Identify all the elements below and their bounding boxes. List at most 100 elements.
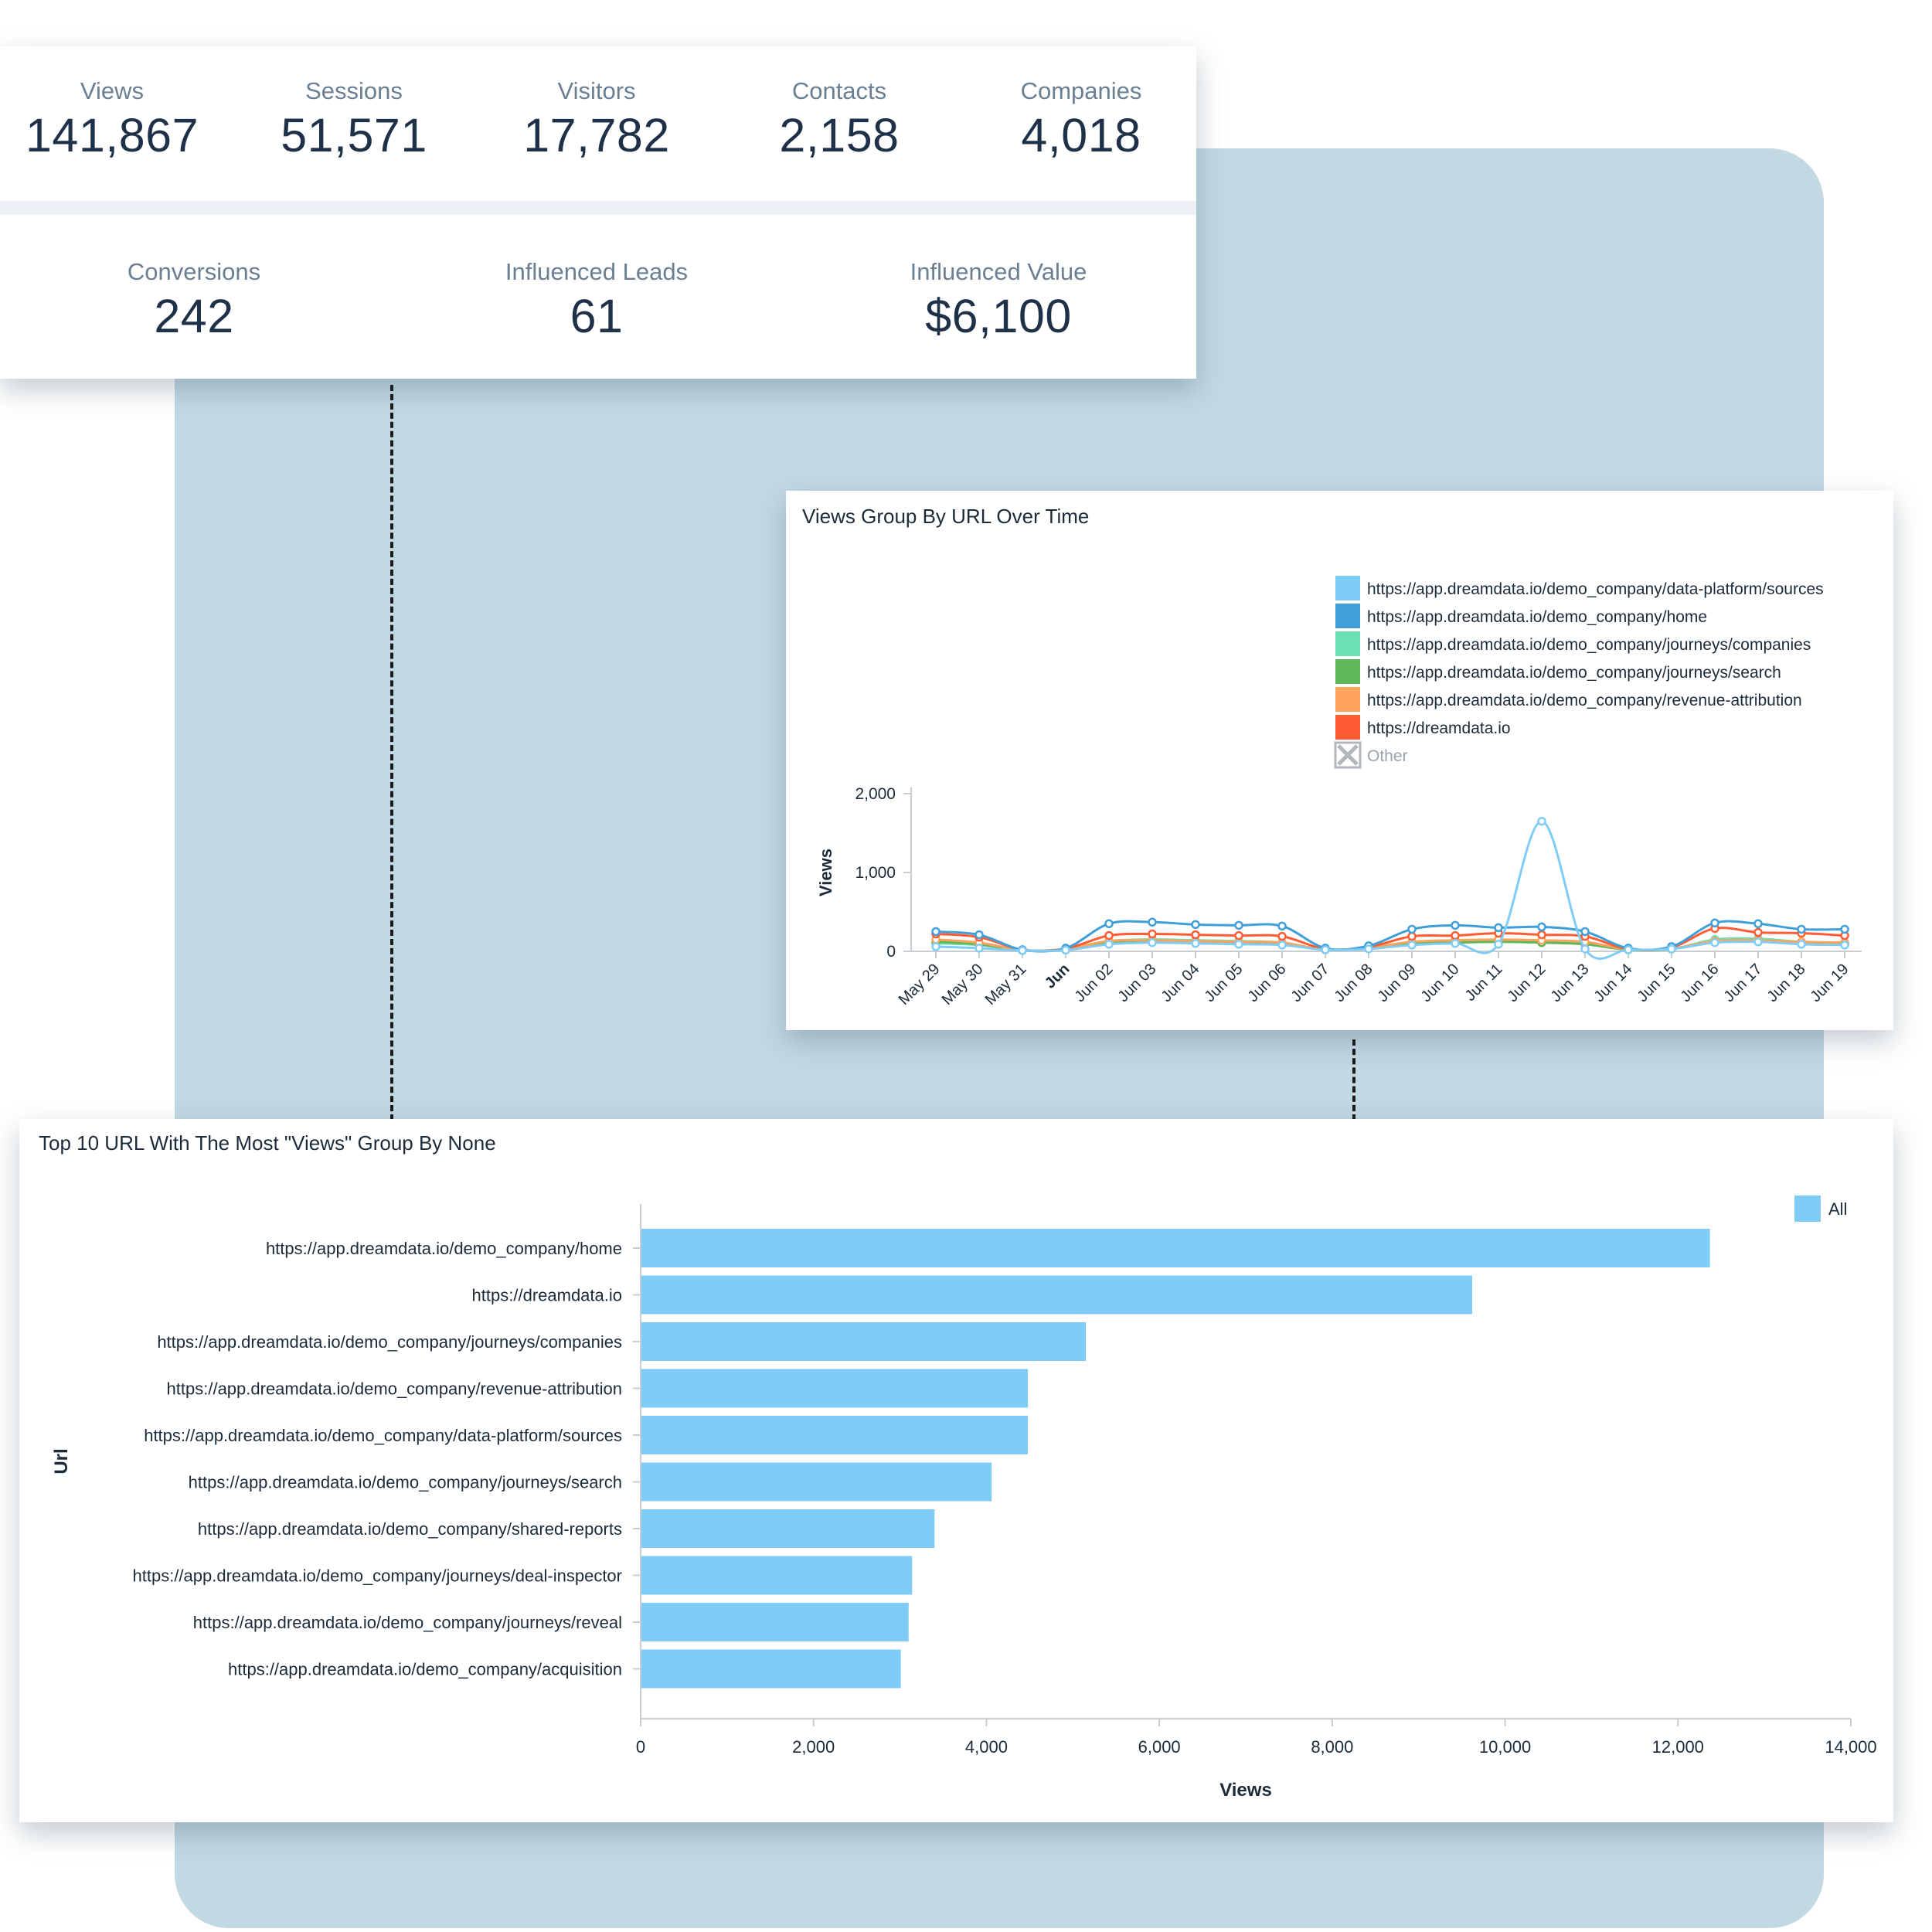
line-point	[1191, 930, 1200, 940]
kpi-card: Views 141,867 Sessions 51,571 Visitors 1…	[0, 46, 1196, 379]
bar	[641, 1649, 901, 1689]
line-x-tick-label: Jun 08	[1332, 961, 1376, 1005]
bar-category-label: https://app.dreamdata.io/demo_company/jo…	[193, 1613, 622, 1632]
line-x-tick-label: Jun 13	[1548, 961, 1593, 1005]
line-y-tick-label: 0	[886, 943, 896, 961]
legend-label: https://app.dreamdata.io/demo_company/ho…	[1367, 608, 1707, 626]
line-point	[1537, 930, 1546, 940]
line-legend-item: https://app.dreamdata.io/demo_company/ho…	[1335, 604, 1707, 628]
line-x-tick-label: Jun 05	[1202, 961, 1247, 1005]
line-chart: https://app.dreamdata.io/demo_company/da…	[816, 576, 1862, 1009]
bar	[641, 1416, 1029, 1454]
line-point	[1797, 924, 1806, 934]
line-point	[1148, 938, 1157, 947]
line-point	[1797, 940, 1806, 949]
bar-x-tick-label: 12,000	[1652, 1737, 1704, 1757]
line-point	[1537, 816, 1546, 826]
line-x-tick-label: Jun 06	[1245, 961, 1290, 1005]
kpi-divider	[0, 201, 1196, 215]
kpi-influenced-value-value: $6,100	[925, 290, 1072, 342]
bar-category-label: https://app.dreamdata.io/demo_company/re…	[167, 1379, 622, 1399]
kpi-visitors-value: 17,782	[523, 109, 670, 162]
line-legend-item: Other	[1334, 741, 1408, 769]
line-point	[1234, 930, 1243, 940]
bar-x-tick-label: 14,000	[1825, 1737, 1876, 1757]
kpi-influenced-leads-value: 61	[570, 290, 624, 342]
line-x-tick-label: Jun 02	[1072, 961, 1117, 1005]
line-point	[1494, 923, 1503, 933]
bar-chart-card: Top 10 URL With The Most "Views" Group B…	[19, 1119, 1893, 1822]
line-chart-title: Views Group By URL Over Time	[802, 505, 1090, 528]
line-point	[931, 942, 940, 951]
line-point	[1451, 939, 1460, 948]
line-point	[1364, 944, 1373, 954]
line-point	[1018, 946, 1027, 955]
line-point	[1277, 931, 1287, 941]
bar-legend-item: All	[1794, 1196, 1847, 1222]
line-legend-item: https://app.dreamdata.io/demo_company/da…	[1335, 576, 1824, 600]
kpi-companies-label: Companies	[1020, 77, 1142, 104]
dashed-connector-left	[390, 385, 393, 1121]
line-point	[1753, 919, 1763, 929]
line-x-tick-label: Jun	[1042, 961, 1073, 992]
legend-swatch	[1335, 715, 1360, 740]
line-point	[931, 927, 940, 937]
bar-x-axis-title: Views	[1219, 1780, 1272, 1801]
line-legend-item: https://app.dreamdata.io/demo_company/jo…	[1335, 631, 1811, 656]
line-point	[1624, 945, 1633, 954]
legend-swatch	[1335, 659, 1360, 684]
bar-chart: All https://app.dreamdata.io/demo_company…	[51, 1196, 1877, 1801]
line-x-tick-label: Jun 12	[1505, 961, 1549, 1005]
line-point	[975, 944, 984, 953]
line-point	[1840, 924, 1849, 934]
bar-y-axis-title: Url	[51, 1448, 72, 1474]
line-x-tick-label: Jun 07	[1288, 961, 1333, 1005]
kpi-contacts-value: 2,158	[779, 109, 900, 162]
kpi-sessions-label: Sessions	[305, 77, 403, 104]
bar	[641, 1229, 1710, 1267]
legend-label: https://dreamdata.io	[1367, 719, 1511, 737]
line-point	[1407, 924, 1417, 934]
line-point	[1537, 922, 1546, 932]
bar	[641, 1369, 1029, 1408]
bar-category-label: https://app.dreamdata.io/demo_company/ho…	[266, 1239, 622, 1258]
legend-label: Other	[1367, 747, 1408, 765]
line-point	[1494, 940, 1503, 949]
line-series-path	[935, 927, 1845, 952]
legend-swatch	[1335, 604, 1360, 628]
line-point	[1840, 940, 1849, 950]
line-point	[1104, 940, 1114, 949]
kpi-influenced-value-label: Influenced Value	[910, 258, 1087, 285]
kpi-companies-value: 4,018	[1021, 109, 1141, 162]
bar	[641, 1275, 1473, 1315]
line-x-tick-label: Jun 18	[1764, 961, 1809, 1005]
line-series-path	[935, 820, 1845, 960]
line-y-tick-label: 1,000	[855, 864, 896, 882]
line-x-tick-label: May 31	[982, 961, 1030, 1009]
line-point	[975, 930, 984, 940]
kpi-visitors-label: Visitors	[557, 77, 636, 104]
kpi-views-value: 141,867	[26, 109, 199, 162]
line-x-tick-label: Jun 15	[1634, 961, 1679, 1005]
line-point	[1148, 929, 1157, 939]
bar-x-tick-label: 4,000	[965, 1737, 1008, 1757]
line-x-tick-label: Jun 19	[1808, 961, 1852, 1005]
bar-chart-title: Top 10 URL With The Most "Views" Group B…	[39, 1131, 496, 1155]
line-point	[1234, 920, 1243, 930]
line-point	[1148, 917, 1157, 927]
line-series-path	[935, 920, 1845, 953]
line-legend-item: https://app.dreamdata.io/demo_company/re…	[1335, 687, 1802, 712]
line-x-tick-label: Jun 14	[1591, 961, 1636, 1005]
legend-label: https://app.dreamdata.io/demo_company/da…	[1367, 580, 1824, 598]
line-point	[1191, 920, 1200, 930]
line-point	[1061, 945, 1070, 955]
line-point	[1104, 930, 1114, 940]
legend-hidden-x-icon	[1337, 744, 1359, 766]
bar-x-tick-label: 6,000	[1138, 1737, 1181, 1757]
bar-category-label: https://app.dreamdata.io/demo_company/ac…	[228, 1660, 622, 1679]
line-chart-card: Views Group By URL Over Time https://app…	[786, 491, 1893, 1030]
legend-label: https://app.dreamdata.io/demo_company/jo…	[1367, 664, 1781, 682]
line-point	[1580, 927, 1590, 937]
legend-label: https://app.dreamdata.io/demo_company/re…	[1367, 692, 1802, 709]
legend-swatch	[1335, 631, 1360, 656]
